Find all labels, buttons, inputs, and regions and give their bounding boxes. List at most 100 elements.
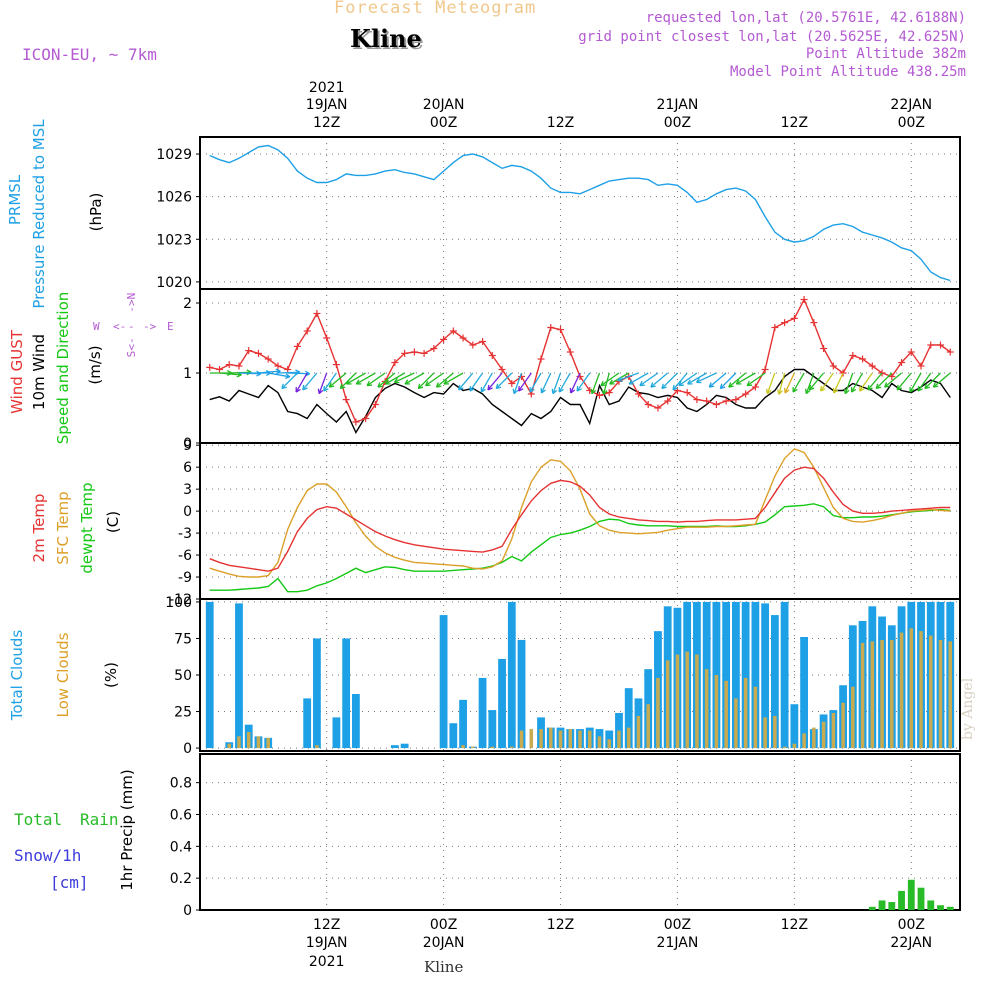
low-cloud-bar (753, 686, 758, 749)
arrow-head (246, 369, 252, 373)
compass-n: N (125, 293, 138, 300)
arrow-head (591, 389, 597, 395)
low-cloud-bar (646, 704, 650, 749)
arrow-head (804, 388, 807, 394)
wind-direction-arrow (540, 372, 552, 394)
model-name: ICON-EU, ~ 7km (22, 45, 157, 64)
arrow-head (385, 379, 389, 385)
arrow-head (650, 385, 656, 388)
wind-direction-arrow (832, 372, 844, 394)
gust-marker (401, 349, 409, 357)
arrow-head (617, 376, 622, 381)
arrow-head (600, 380, 604, 386)
total-cloud-bar (780, 601, 789, 749)
low-cloud-bar (841, 702, 845, 749)
rain-bar (907, 879, 915, 910)
rain-bar (927, 900, 935, 910)
low-cloud-bar (812, 727, 816, 749)
low-cloud-bar (617, 730, 621, 749)
gust-marker (907, 348, 915, 356)
arrow-head (709, 385, 715, 388)
arrow-shaft (820, 372, 834, 392)
total-cloud-bar (624, 688, 633, 749)
top-axis-date: 22JAN (890, 97, 932, 113)
bottom-axis-hour: 00Z (430, 917, 457, 933)
wind-direction-arrow (765, 372, 776, 395)
total-cloud-bar (848, 625, 857, 749)
gust-marker (352, 418, 360, 426)
label-total-clouds: Total Clouds (8, 630, 26, 722)
low-cloud-bar (734, 698, 738, 749)
arrow-head (558, 388, 564, 393)
arrow-head (600, 384, 606, 387)
total-cloud-bar (352, 694, 360, 749)
rain-bar (878, 900, 886, 910)
gridpoint-coords: grid point closest lon,lat (20.5625E, 42… (578, 29, 966, 45)
low-cloud-bar (665, 660, 670, 749)
arrow-head (884, 385, 890, 388)
arrow-head (747, 384, 753, 387)
arrow-head (302, 384, 305, 390)
gust-marker (362, 415, 370, 422)
arrow-head (650, 382, 654, 388)
gust-marker (820, 345, 828, 352)
wind-direction-arrow (458, 372, 474, 391)
top-axis-year: 2021 (309, 80, 345, 96)
gust-marker (898, 359, 906, 366)
panel-precip: 0 0.2 0.4 0.6 0.8 (170, 753, 961, 919)
wind-direction-arrow (569, 372, 581, 394)
total-cloud-bar (390, 745, 399, 749)
y-tick-label: 0 (183, 436, 192, 452)
precip-label-total: Total (14, 810, 63, 829)
arrow-shaft (661, 372, 678, 390)
precip-label-snow: Snow/1h (14, 846, 82, 865)
gust-marker (313, 310, 321, 317)
gust-marker (371, 401, 379, 408)
gust-marker (859, 355, 867, 363)
arrow-head (859, 385, 861, 392)
low-cloud-bar (227, 743, 231, 749)
arrow-shaft (719, 372, 737, 390)
wind-direction-arrow (355, 372, 376, 385)
wind-direction-arrow (417, 372, 435, 390)
wind-direction-arrow (917, 372, 932, 392)
y-tick-label: 0.2 (170, 871, 192, 887)
arrow-head (867, 384, 870, 390)
dewpt-line (209, 503, 951, 593)
arrow-head (639, 384, 645, 387)
arrow-head (672, 387, 678, 391)
total-cloud-bar (790, 704, 799, 749)
arrow-head (628, 379, 633, 385)
low-cloud-bar (529, 729, 534, 749)
arrow-head (639, 380, 643, 386)
low-cloud-bar (929, 635, 933, 749)
y-tick-label: 1 (183, 366, 192, 382)
y-tick-label: 0.8 (170, 776, 192, 792)
wind-direction-arrow (792, 372, 805, 393)
wind-direction-arrow (687, 372, 707, 385)
label-percent: (%) (102, 662, 120, 688)
wind-direction-arrow (719, 372, 737, 390)
arrow-head (281, 383, 284, 389)
arrow-shaft (784, 372, 795, 394)
arrow-head (284, 376, 291, 380)
arrow-head (443, 379, 448, 385)
low-cloud-bar (675, 654, 680, 749)
compass-up-arrow: -> (125, 299, 138, 313)
arrow-head (661, 386, 667, 390)
wind-direction-arrow (302, 372, 318, 391)
arrow-head (777, 389, 780, 395)
arrow-head (617, 379, 623, 382)
arrow-head (435, 382, 439, 388)
y-tick-label: 75 (174, 631, 192, 647)
arrow-head (256, 373, 262, 377)
arrow-shaft (805, 372, 815, 394)
arrow-shaft (443, 372, 464, 385)
arrow-shaft (896, 372, 912, 391)
arrow-shaft (258, 370, 281, 374)
low-cloud-bar (802, 733, 806, 749)
wind-direction-arrow (487, 372, 503, 391)
arrow-shaft (366, 372, 386, 387)
y-tick-label: 6 (183, 460, 192, 476)
sfc-temp-line (209, 448, 951, 578)
